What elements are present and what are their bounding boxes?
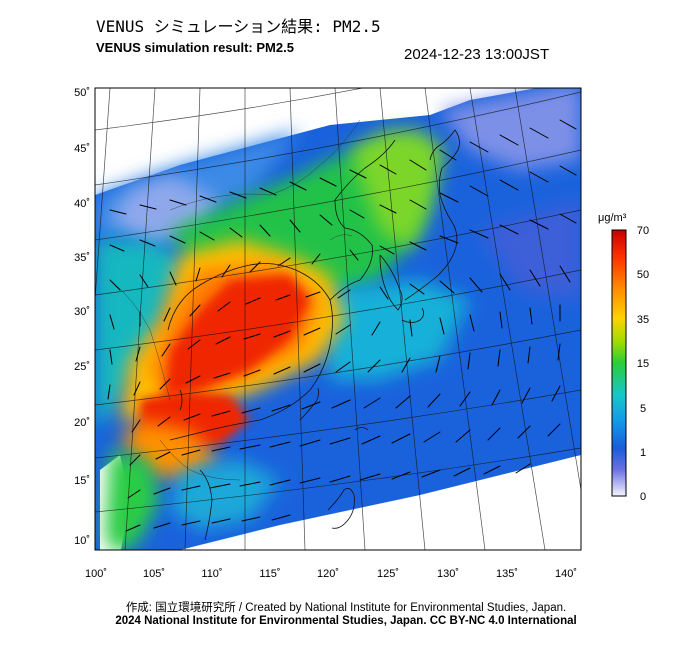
lat-label: 15˚	[74, 475, 90, 487]
colorbar-tick: 0	[640, 491, 646, 503]
colorbar-tick: 50	[637, 269, 649, 281]
graticule	[95, 88, 581, 550]
lon-label: 130˚	[437, 568, 459, 580]
copyright-line: 2024 National Institute for Environmenta…	[115, 615, 577, 627]
map-frame	[95, 88, 581, 550]
title-en: VENUS simulation result: PM2.5	[96, 40, 294, 55]
lat-label: 25˚	[74, 361, 90, 373]
lon-labels: 100˚ 105˚ 110˚ 115˚ 120˚ 125˚ 130˚ 135˚ …	[85, 568, 577, 580]
lat-label: 40˚	[74, 198, 90, 210]
lat-labels: 50˚ 45˚ 40˚ 35˚ 30˚ 25˚ 20˚ 15˚ 10˚	[74, 87, 90, 547]
lat-label: 10˚	[74, 535, 90, 547]
lat-label: 35˚	[74, 252, 90, 264]
colorbar-tick: 1	[640, 447, 646, 459]
map-border	[94, 87, 582, 551]
lon-label: 100˚	[85, 568, 107, 580]
lon-label: 105˚	[143, 568, 165, 580]
colorbar-tick: 70	[637, 225, 649, 237]
title-jp: VENUS シミュレーション結果: PM2.5	[96, 17, 381, 36]
colorbar-scale	[611, 229, 627, 497]
timestamp: 2024-12-23 13:00JST	[404, 46, 550, 63]
lon-label: 140˚	[555, 568, 577, 580]
lon-label: 135˚	[496, 568, 518, 580]
colorbar-tick: 5	[640, 403, 646, 415]
lon-label: 110˚	[201, 568, 222, 580]
lat-label: 20˚	[74, 417, 90, 429]
colorbar-tick: 35	[637, 314, 649, 326]
concentration-field	[95, 88, 581, 550]
wind-vectors	[107, 119, 577, 532]
colorbar-tick: 15	[637, 358, 649, 370]
lat-label: 30˚	[74, 306, 90, 318]
colorbar-unit: μg/m³	[598, 212, 627, 224]
colorbar: μg/m³ 70 50 35 15 5 1 0	[598, 212, 649, 503]
lat-label: 50˚	[74, 87, 90, 99]
lon-label: 115˚	[259, 568, 280, 580]
lat-label: 45˚	[74, 143, 90, 155]
credit-line: 作成: 国立環境研究所 / Created by National Instit…	[125, 602, 567, 614]
lon-label: 120˚	[317, 568, 339, 580]
borders	[109, 119, 361, 481]
lon-label: 125˚	[377, 568, 399, 580]
